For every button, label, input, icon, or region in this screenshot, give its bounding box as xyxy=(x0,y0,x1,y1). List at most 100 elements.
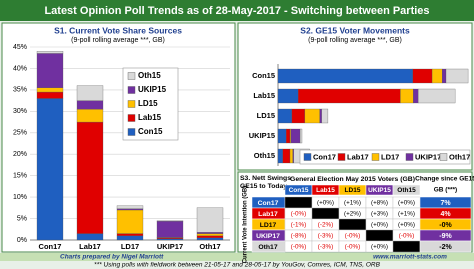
bar-segment xyxy=(36,51,64,54)
footnote: *** Using polls with fieldwork between 2… xyxy=(94,262,381,269)
y-tick-label: 5% xyxy=(17,215,27,222)
table-title: S3. Nett Swings xyxy=(240,175,291,182)
y-tick-label: 35% xyxy=(13,87,27,94)
column-header: UKIP15 xyxy=(368,187,391,194)
row-header: LD17 xyxy=(260,222,277,229)
legend-swatch xyxy=(127,86,136,94)
cell-value: (+3%) xyxy=(371,211,388,218)
cell-value: (+1%) xyxy=(398,211,415,218)
cell-value: (+0%) xyxy=(371,244,388,251)
bar-segment xyxy=(277,108,293,124)
legend-swatch xyxy=(439,153,448,161)
table-cell xyxy=(392,240,421,253)
column-header: Con15 xyxy=(289,187,309,194)
bar-segment xyxy=(319,108,322,124)
change-value: 4% xyxy=(440,211,451,218)
bar-segment xyxy=(76,85,104,101)
x-tick-label: Oth17 xyxy=(199,242,220,251)
bar-segment xyxy=(442,68,447,84)
bar-segment xyxy=(196,237,224,241)
bar-segment xyxy=(116,209,144,234)
bar-segment xyxy=(196,207,224,233)
bar-segment xyxy=(286,128,291,144)
y-tick-label: 45% xyxy=(13,44,27,51)
table-cell xyxy=(284,196,313,209)
change-cell xyxy=(419,240,472,253)
y-tick-label: 15% xyxy=(13,173,27,180)
cell-value: (+8%) xyxy=(371,200,388,207)
legend-label: Lab17 xyxy=(347,152,369,161)
page-title: Latest Opinion Poll Trends as of 28-May-… xyxy=(44,5,429,17)
bar-segment xyxy=(156,238,184,241)
table-group-header: General Election May 2015 Voters (GB) xyxy=(290,176,415,183)
cell-value: (-8%) xyxy=(291,233,306,240)
y-tick-label: Lab15 xyxy=(253,91,275,100)
cell-value: (-3%) xyxy=(318,244,333,251)
side-label: Current Vote Intention (GB) xyxy=(243,186,249,264)
change-value: -9% xyxy=(439,233,452,240)
cell-value: (+0%) xyxy=(317,200,334,207)
cell-value: (-0%) xyxy=(291,244,306,251)
bar-segment xyxy=(76,100,104,110)
legend-label: Oth17 xyxy=(449,152,470,161)
cell-value: (-0%) xyxy=(345,233,360,240)
bar-segment xyxy=(277,88,299,104)
website: www.marriott-stats.com xyxy=(373,254,447,261)
row-header: Lab17 xyxy=(258,211,278,218)
legend-swatch xyxy=(337,153,346,161)
bar-segment xyxy=(291,108,306,124)
bar-segment xyxy=(76,233,104,241)
legend-swatch xyxy=(405,153,414,161)
y-tick-label: 30% xyxy=(13,108,27,115)
footer-band xyxy=(0,253,474,261)
x-tick-label: Con17 xyxy=(39,242,62,251)
cell-value: (-0%) xyxy=(399,233,414,240)
column-header-cell xyxy=(392,184,421,196)
bar-segment xyxy=(277,68,414,84)
bar-segment xyxy=(277,128,287,144)
bar-segment xyxy=(36,91,64,99)
table-change-header: GB (***) xyxy=(434,187,457,194)
legend-label: UKIP17 xyxy=(415,152,441,161)
row-header: Oth17 xyxy=(258,244,277,251)
cell-value: (+0%) xyxy=(371,222,388,229)
legend-swatch xyxy=(127,100,136,108)
bar-segment xyxy=(116,233,144,236)
y-tick-label: Con15 xyxy=(252,71,275,80)
bar-segment xyxy=(76,109,104,123)
bar-segment xyxy=(196,233,224,236)
bar-segment xyxy=(36,53,64,88)
x-tick-label: LD17 xyxy=(121,242,139,251)
change-value: -2% xyxy=(439,244,452,251)
bar-segment xyxy=(36,87,64,93)
bar-segment xyxy=(289,148,294,164)
column-header: Oth15 xyxy=(397,187,416,194)
bar-segment xyxy=(290,128,301,144)
bar-segment xyxy=(116,205,144,209)
s1-title: S1. Current Vote Share Sources xyxy=(54,25,182,35)
bar-segment xyxy=(445,68,469,84)
title-bar xyxy=(0,0,474,21)
y-tick-label: 0% xyxy=(17,237,27,244)
legend-label: Oth15 xyxy=(138,71,161,80)
table-cell xyxy=(365,229,394,242)
legend-swatch xyxy=(303,153,312,161)
legend-label: Con15 xyxy=(138,127,163,136)
y-tick-label: Oth15 xyxy=(254,151,275,160)
legend-label: LD17 xyxy=(381,152,399,161)
x-tick-label: UKIP17 xyxy=(157,242,183,251)
bar-segment xyxy=(413,88,419,104)
y-tick-label: 10% xyxy=(13,194,27,201)
s1-subtitle: (9-poll rolling average ***, GB) xyxy=(71,37,165,44)
y-tick-label: 20% xyxy=(13,151,27,158)
bar-segment xyxy=(321,108,329,124)
bar-segment xyxy=(196,235,224,239)
bar-segment xyxy=(298,88,401,104)
bar-segment xyxy=(400,88,414,104)
bar-segment xyxy=(304,108,320,124)
bar-segment xyxy=(418,88,456,104)
cell-value: (-3%) xyxy=(318,233,333,240)
legend-label: LD15 xyxy=(138,99,158,108)
legend-swatch xyxy=(371,153,380,161)
